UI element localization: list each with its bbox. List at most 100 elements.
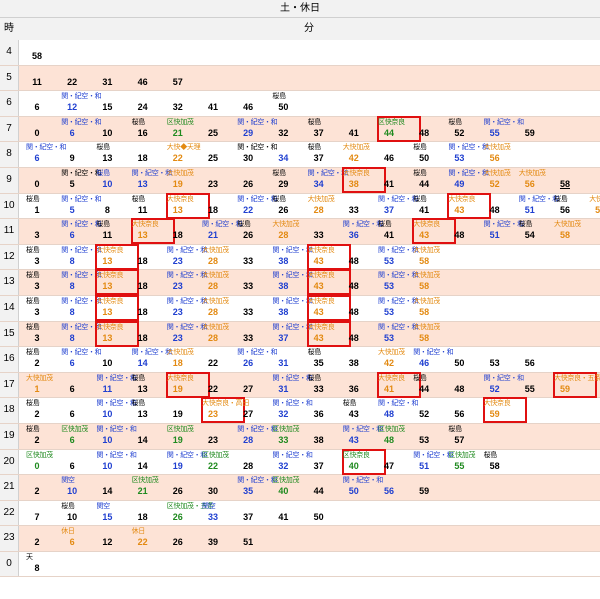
train-type-label: 関・紀空・和 (131, 169, 173, 177)
departure-minute: 21 (207, 230, 218, 241)
train-departure: 18 (132, 245, 174, 269)
train-departure: 大快奈良 13 (95, 269, 140, 296)
departure-minute: 14 (137, 434, 148, 445)
train-type-label: 大快加茂 (518, 169, 546, 177)
train-type-label: 桜島 (131, 400, 146, 408)
train-type-label: 大快◆天理 (166, 144, 201, 152)
train-departure: 18 (202, 194, 244, 218)
train-type-label: 関・紀空・和 (483, 118, 525, 126)
train-departure: 関・紀空・和 38 (272, 270, 314, 294)
departure-minute: 14 (137, 358, 148, 369)
train-type-label: 桜島 (483, 451, 498, 459)
train-departure: 53 (484, 347, 526, 371)
departure-minute: 18 (137, 332, 148, 343)
train-type-label: 関・紀空・和 (237, 425, 278, 433)
departure-minute: 18 (137, 255, 148, 266)
departure-minute: 38 (278, 281, 289, 292)
departure-minute: 41 (419, 204, 430, 215)
train-departure: 大快加茂 56 (484, 142, 526, 166)
train-departure: 大快奈良 43 (306, 294, 351, 321)
train-departure: 関・紀空・和 34 (308, 168, 350, 192)
departure-minute: 53 (419, 434, 430, 445)
train-departure: 22 (202, 347, 244, 371)
train-departure: 24 (132, 91, 174, 115)
train-departure: 30 (202, 475, 244, 499)
departure-minute: 33 (243, 255, 254, 266)
train-departure: 関・紀空・和 23 (167, 245, 209, 269)
train-departure: 55 (519, 373, 561, 397)
departure-minute: 52 (454, 127, 465, 138)
hour-row: 20 区快加茂 0 6 関・紀空・和 10 14 関・紀空・和 19 区快加茂 22 28 関・紀空・和… (0, 448, 600, 476)
train-type-label: 大快奈良・高田 (202, 400, 249, 408)
train-type-label: 関・紀空・和 (483, 374, 525, 382)
train-type-label: 関・紀空・和 (378, 297, 419, 305)
departure-minute: 50 (348, 486, 359, 497)
train-departure: 大快奈良 13 (95, 320, 140, 347)
train-type-label: 関・紀空・和 (237, 144, 278, 152)
train-departure: 37 (237, 501, 279, 525)
train-departure: 関・紀空・和 38 (272, 296, 314, 320)
train-departure: 関・紀空・和 19 (167, 450, 209, 474)
train-type-label: 桜島 (378, 221, 392, 229)
departure-minute: 6 (69, 537, 75, 548)
departure-minute: 18 (137, 306, 148, 317)
train-departure: 18 (132, 270, 174, 294)
train-type-label: 大快奈良・五条 (554, 374, 600, 382)
departure-minute: 14 (102, 486, 113, 497)
train-departure: 関・紀空・和 23 (167, 270, 209, 294)
train-departure: 関・紀空・和 37 (272, 322, 314, 346)
train-departure: 区快加茂 40 (272, 475, 314, 499)
train-departure: 48 (448, 219, 490, 243)
departure-minute: 37 (313, 153, 324, 164)
departure-minute: 10 (102, 178, 113, 189)
train-type-label: 関空 (96, 502, 110, 510)
train-departure: 桜島 50 (272, 91, 314, 115)
departure-minute: 38 (278, 306, 289, 317)
train-departure: 桜島 58 (484, 450, 526, 474)
departure-minute: 33 (243, 332, 254, 343)
departure-minute: 13 (137, 230, 148, 241)
departure-minute: 53 (383, 255, 394, 266)
hour-row: 9 0 関・紀空・和 5 桜島 10 関・紀空・和 13 大快加茂 19 23 26 桜島 29 関・紀空・… (0, 166, 600, 194)
train-type-label: 桜島 (413, 144, 427, 152)
train-departure: 46 (132, 66, 174, 90)
departure-minute: 58 (419, 306, 430, 317)
departure-minute: 26 (243, 230, 254, 241)
departure-minute: 26 (243, 178, 254, 189)
train-departure: 関・紀空・和 28 (237, 424, 279, 448)
train-type-label: 桜島 (96, 221, 110, 229)
departure-minute: 22 (172, 153, 183, 164)
train-type-label: 桜島 (448, 118, 462, 126)
train-type-label: 大快奈良 (307, 323, 335, 331)
train-departure: 57 (167, 66, 209, 90)
train-type-label: 区快加茂 (131, 477, 159, 485)
departure-minute: 13 (102, 153, 113, 164)
train-departure: 大快加茂 28 (308, 194, 350, 218)
train-departure: 関・紀空・和 51 (519, 194, 561, 218)
hour-row: 11 3 関・紀空・和 6 桜島 11 大快奈良 13 18 関・紀空・和 21 桜島 26 大快加茂 28… (0, 218, 600, 245)
train-departure: 大快奈良・高田 23 (201, 397, 249, 424)
train-departure: 関・紀空・和 52 (484, 373, 526, 397)
train-type-label: 桜島 (307, 349, 322, 357)
departure-minute: 38 (313, 434, 324, 445)
day-type-header: 土・休日 (0, 0, 600, 18)
departure-minute: 25 (207, 127, 218, 138)
train-departure: 桜島 2 (26, 347, 68, 371)
departure-minute: 13 (102, 306, 113, 317)
departure-minute: 3 (34, 255, 40, 266)
departure-minute: 41 (278, 511, 289, 522)
departure-minute: 41 (383, 178, 394, 189)
departure-minute: 58 (595, 204, 600, 215)
departure-minute: 33 (313, 230, 324, 241)
hour-row: 18 桜島 2 6 関・紀空・和 10 桜島 13 19 大快奈良・高田 23 27 関・紀空・和 32 3… (0, 397, 600, 424)
train-departure: 桜島 44 (413, 168, 455, 192)
departure-minute: 53 (383, 332, 394, 343)
train-departure: 33 (237, 322, 279, 346)
departure-minute: 18 (207, 204, 218, 215)
train-departure: 関・紀空・和 49 (448, 168, 490, 192)
departure-minute: 18 (172, 358, 183, 369)
train-departure: 桜島 2 (26, 398, 68, 422)
departure-minute: 15 (102, 102, 113, 113)
departure-minute: 26 (172, 486, 183, 497)
